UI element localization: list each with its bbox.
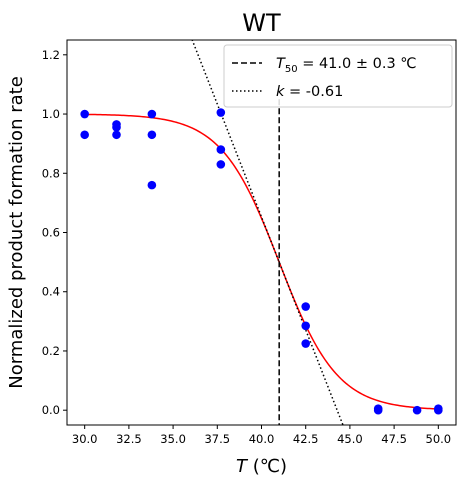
data-point: [373, 405, 383, 415]
chart-title: WT: [242, 9, 281, 37]
data-point: [147, 180, 157, 190]
x-tick-label: 30.0: [72, 432, 98, 446]
data-point: [80, 109, 89, 119]
x-tick-label: 37.5: [204, 432, 230, 446]
fit-curve: [84, 113, 439, 410]
x-tick-label: 50.0: [426, 432, 452, 446]
x-tick-label: 42.5: [293, 432, 319, 446]
y-axis: 0.0 0.2 0.4 0.6 0.8 1.0 1.2: [42, 48, 67, 417]
data-point: [301, 302, 311, 311]
y-tick-label: 0.0: [42, 403, 60, 417]
data-points: [80, 108, 443, 415]
data-point: [216, 145, 226, 154]
legend-t50-label: T50 = 41.0 ± 0.3 ℃: [276, 56, 417, 75]
data-point: [412, 405, 422, 415]
data-point: [147, 109, 157, 119]
x-tick-label: 35.0: [160, 432, 186, 446]
y-tick-label: 1.2: [42, 48, 60, 62]
x-tick-label: 47.5: [381, 432, 407, 446]
tangent-line: [191, 40, 344, 425]
data-point: [301, 339, 311, 348]
y-tick-label: 1.0: [42, 107, 60, 121]
data-point: [112, 130, 121, 140]
x-tick-label: 40.0: [249, 432, 275, 446]
y-tick-label: 0.8: [42, 166, 60, 180]
legend-box: [223, 44, 453, 108]
data-point: [434, 405, 443, 415]
y-tick-label: 0.4: [42, 285, 60, 299]
data-point: [147, 130, 157, 140]
x-tick-label: 45.0: [337, 432, 363, 446]
data-point: [216, 108, 226, 117]
data-point: [301, 321, 311, 331]
y-tick-label: 0.2: [42, 344, 60, 358]
data-point: [216, 160, 226, 169]
x-axis: 30.0 32.5 35.0 37.5 40.0 42.5 45.0 47.5 50.0: [72, 425, 451, 446]
data-point: [112, 123, 121, 132]
x-tick-label: 32.5: [116, 432, 142, 446]
data-point: [80, 130, 89, 140]
y-axis-label: Normalized product formation rate: [6, 76, 27, 389]
legend-k-label: k = -0.61: [276, 84, 343, 100]
legend: T50 = 41.0 ± 0.3 ℃ k = -0.61: [223, 44, 453, 108]
x-axis-label: T (℃): [236, 456, 287, 477]
y-tick-label: 0.6: [42, 226, 60, 240]
